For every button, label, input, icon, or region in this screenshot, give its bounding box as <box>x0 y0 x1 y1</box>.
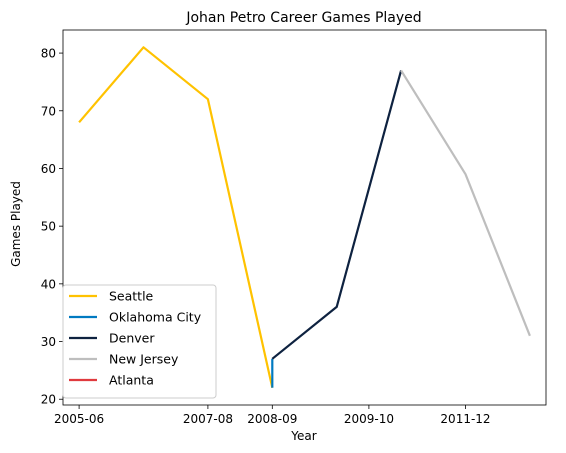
x-tick-label: 2009-10 <box>344 412 394 426</box>
y-tick-label: 60 <box>41 162 56 176</box>
y-tick-label: 20 <box>41 393 56 407</box>
y-axis: 20 30 40 50 60 70 80 <box>41 47 63 407</box>
y-tick-label: 50 <box>41 220 56 234</box>
x-axis-title: Year <box>290 429 316 443</box>
series-line-seattle <box>78 46 274 388</box>
legend: Seattle Oklahoma City Denver New Jersey Atla… <box>62 284 217 399</box>
x-tick-label: 2011-12 <box>440 412 490 426</box>
y-tick-label: 80 <box>41 47 56 61</box>
y-tick-label: 70 <box>41 104 56 118</box>
y-tick-label: 40 <box>41 277 56 291</box>
y-tick-label: 30 <box>41 335 56 349</box>
x-tick-label: 2008-09 <box>247 412 297 426</box>
x-axis: 2005-06 2007-08 2008-09 2009-10 2011-12 <box>54 405 491 426</box>
legend-label: Denver <box>109 331 155 346</box>
chart-title: Johan Petro Career Games Played <box>185 10 421 26</box>
series-line-new-jersey <box>400 69 531 337</box>
legend-box <box>62 284 217 399</box>
x-tick-label: 2005-06 <box>54 412 104 426</box>
legend-label: New Jersey <box>109 352 179 367</box>
legend-label: Seattle <box>109 289 154 304</box>
y-axis-title: Games Played <box>9 181 23 267</box>
legend-label: Atlanta <box>109 373 154 388</box>
x-tick-label: 2007-08 <box>183 412 233 426</box>
legend-label: Oklahoma City <box>109 310 202 325</box>
series-lines <box>78 46 531 388</box>
series-line-denver <box>271 70 403 360</box>
